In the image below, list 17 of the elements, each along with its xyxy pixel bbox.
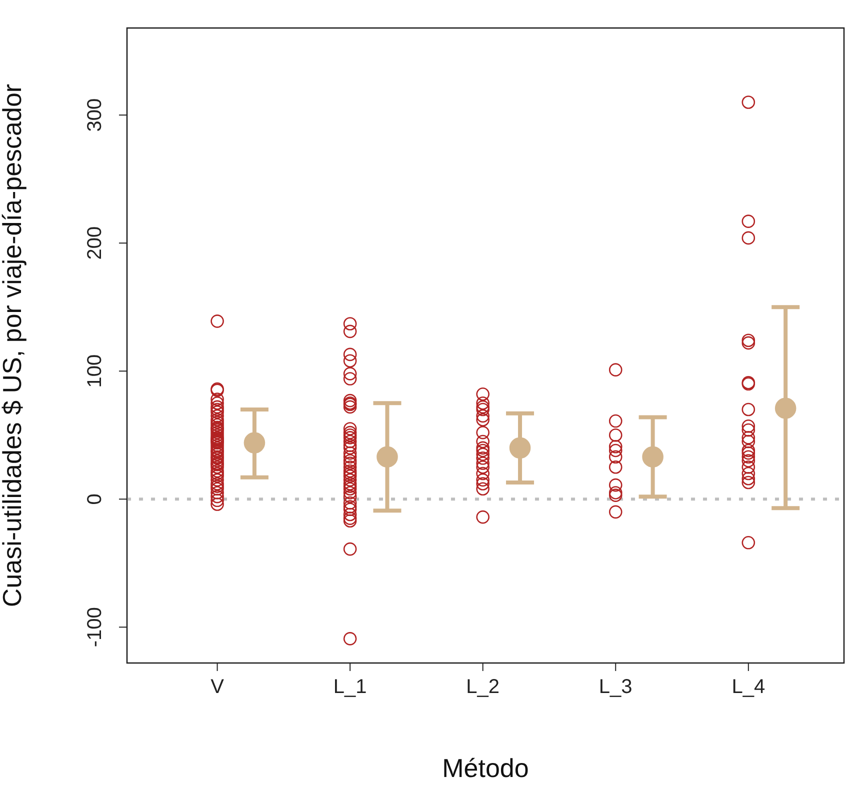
point [774, 398, 796, 419]
x-tick-label: V [210, 676, 225, 698]
point [244, 432, 266, 454]
y-tick-label: 100 [84, 354, 106, 388]
y-tick-label: 0 [84, 494, 106, 505]
point [376, 446, 398, 468]
x-axis-title: Método [442, 753, 529, 783]
point [642, 446, 664, 468]
x-tick-label: L_3 [598, 676, 632, 698]
x-tick-label: L_4 [732, 676, 766, 698]
x-tick-label: L_1 [333, 676, 367, 698]
point [509, 437, 531, 459]
y-axis-title: Cuasi-utilidades $ US, por viaje-día-pescador [0, 84, 28, 608]
y-tick-label: 200 [84, 226, 106, 260]
y-tick-label: 300 [84, 98, 106, 132]
y-tick-label: -100 [84, 607, 106, 648]
x-tick-label: L_2 [466, 676, 500, 698]
